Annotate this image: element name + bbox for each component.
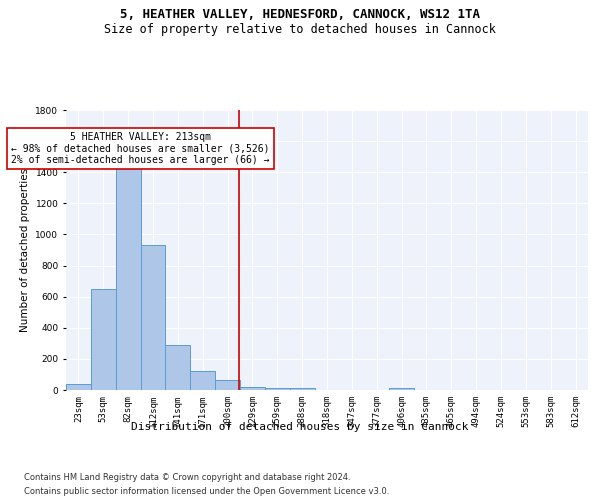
Bar <box>215 380 240 390</box>
Text: 5, HEATHER VALLEY, HEDNESFORD, CANNOCK, WS12 1TA: 5, HEATHER VALLEY, HEDNESFORD, CANNOCK, … <box>120 8 480 20</box>
Y-axis label: Number of detached properties: Number of detached properties <box>20 168 30 332</box>
Bar <box>240 386 265 390</box>
Bar <box>140 244 166 390</box>
Bar <box>265 388 290 390</box>
Text: Contains public sector information licensed under the Open Government Licence v3: Contains public sector information licen… <box>24 488 389 496</box>
Bar <box>66 384 91 390</box>
Bar <box>389 388 414 390</box>
Text: 5 HEATHER VALLEY: 213sqm
← 98% of detached houses are smaller (3,526)
2% of semi: 5 HEATHER VALLEY: 213sqm ← 98% of detach… <box>11 132 270 165</box>
Text: Contains HM Land Registry data © Crown copyright and database right 2024.: Contains HM Land Registry data © Crown c… <box>24 472 350 482</box>
Bar <box>290 388 314 390</box>
Bar <box>190 370 215 390</box>
Text: Size of property relative to detached houses in Cannock: Size of property relative to detached ho… <box>104 22 496 36</box>
Text: Distribution of detached houses by size in Cannock: Distribution of detached houses by size … <box>131 422 469 432</box>
Bar <box>116 162 140 390</box>
Bar <box>91 289 116 390</box>
Bar <box>166 345 190 390</box>
